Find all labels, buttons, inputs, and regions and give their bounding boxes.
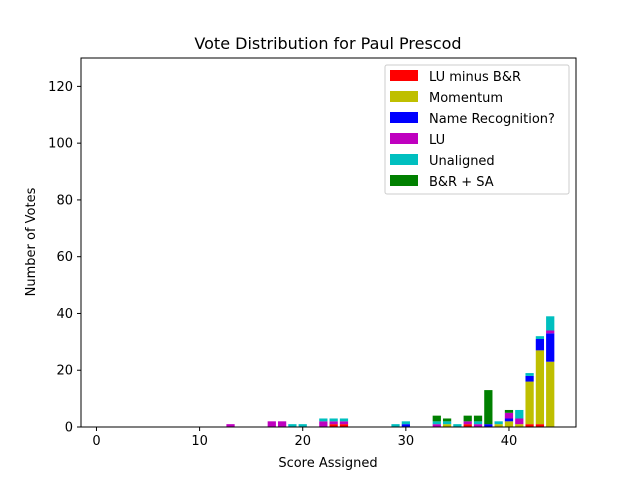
legend-label-0: LU minus B&R [429, 70, 521, 85]
bar-segment-33-series-4 [432, 421, 441, 425]
bar-segment-42-series-2 [525, 375, 534, 382]
bar-segment-44-series-2 [546, 333, 555, 362]
bar-segment-23-series-3 [329, 421, 338, 425]
x-tick-label-0: 0 [92, 434, 100, 449]
bar-segment-19-series-4 [288, 424, 297, 427]
legend-swatch-2 [390, 112, 418, 123]
bar-segment-41-series-3 [515, 418, 524, 425]
bar-segment-41-series-4 [515, 409, 524, 419]
bar-segment-44-series-4 [546, 316, 555, 331]
bar-segment-22-series-4 [319, 418, 328, 422]
bar-segment-43-series-1 [535, 350, 545, 425]
bar-segment-42-series-1 [525, 381, 534, 425]
legend-swatch-1 [390, 91, 418, 102]
bar-segment-38-series-2 [484, 424, 493, 427]
bar-segment-22-series-3 [319, 421, 328, 427]
bar-segment-34-series-5 [442, 418, 452, 422]
bar-segment-40-series-1 [504, 421, 514, 427]
bar-segment-44-series-3 [546, 330, 555, 334]
bar-segment-43-series-0 [535, 424, 545, 427]
bar-segment-18-series-3 [277, 421, 287, 427]
bar-segment-30-series-2 [401, 424, 410, 427]
legend-swatch-5 [390, 175, 418, 186]
plot-frame [80, 57, 577, 428]
bar-segment-20-series-4 [298, 424, 307, 427]
legend: LU minus B&R Momentum Name Recognition? LU U… [384, 64, 570, 195]
bar-segment-24-series-3 [339, 421, 349, 425]
bar-segment-24-series-4 [339, 418, 349, 422]
y-tick-label-100: 100 [48, 137, 73, 152]
legend-label-3: LU [429, 133, 445, 148]
bar-segment-33-series-5 [432, 415, 441, 422]
bar-segment-36-series-3 [463, 421, 472, 425]
bar-segment-37-series-5 [473, 415, 483, 422]
bar-segment-35-series-4 [453, 424, 462, 427]
bar-segment-43-series-2 [535, 339, 545, 351]
legend-label-5: B&R + SA [429, 175, 494, 190]
y-tick-label-120: 120 [48, 80, 73, 95]
axes-group: 0 10 20 30 40 0 20 40 60 80 100 120 [48, 57, 577, 449]
bar-segment-23-series-0 [329, 424, 338, 427]
bar-segment-40-series-2 [504, 418, 514, 422]
legend-swatch-3 [390, 133, 418, 144]
bar-segment-29-series-4 [391, 424, 400, 427]
bar-segment-33-series-3 [432, 424, 441, 427]
y-axis-label: Number of Votes [24, 187, 39, 296]
legend-label-2: Name Recognition? [429, 112, 555, 127]
legend-swatch-0 [390, 70, 418, 81]
y-tick-label-0: 0 [65, 421, 73, 436]
bar-segment-37-series-3 [473, 424, 483, 427]
y-tick-label-80: 80 [56, 193, 73, 208]
y-tick-label-20: 20 [56, 364, 73, 379]
bar-segment-42-series-4 [525, 373, 534, 376]
bar-segment-34-series-4 [442, 421, 452, 425]
bar-segment-39-series-4 [494, 421, 503, 425]
legend-label-4: Unaligned [429, 154, 495, 169]
bar-segment-36-series-0 [463, 424, 472, 427]
x-axis-label: Score Assigned [278, 456, 377, 471]
bar-segment-13-series-3 [226, 424, 235, 427]
bar-segment-34-series-1 [442, 424, 452, 427]
y-tick-label-40: 40 [56, 307, 73, 322]
x-tick-label-10: 10 [191, 434, 208, 449]
legend-swatch-4 [390, 154, 418, 165]
bar-segment-24-series-0 [339, 424, 349, 427]
bar-segment-40-series-5 [504, 409, 514, 413]
bar-segment-23-series-4 [329, 418, 338, 422]
bar-segment-42-series-0 [525, 424, 534, 427]
y-tick-label-60: 60 [56, 250, 73, 265]
legend-box [384, 64, 570, 195]
bar-segment-43-series-4 [535, 336, 545, 340]
bar-segment-41-series-1 [515, 424, 524, 427]
x-tick-label-40: 40 [501, 434, 518, 449]
bars-group [226, 316, 555, 427]
bar-segment-36-series-5 [463, 415, 472, 422]
bar-segment-44-series-1 [546, 361, 555, 427]
legend-label-1: Momentum [429, 91, 503, 106]
bar-segment-17-series-3 [267, 421, 276, 427]
bar-segment-39-series-1 [494, 424, 503, 427]
bar-segment-40-series-3 [504, 412, 514, 419]
x-tick-label-30: 30 [398, 434, 415, 449]
x-tick-label-20: 20 [294, 434, 311, 449]
bar-segment-37-series-4 [473, 421, 483, 425]
chart-title: Vote Distribution for Paul Prescod [194, 34, 461, 53]
bar-segment-38-series-5 [484, 390, 493, 425]
bar-segment-30-series-4 [401, 421, 410, 425]
